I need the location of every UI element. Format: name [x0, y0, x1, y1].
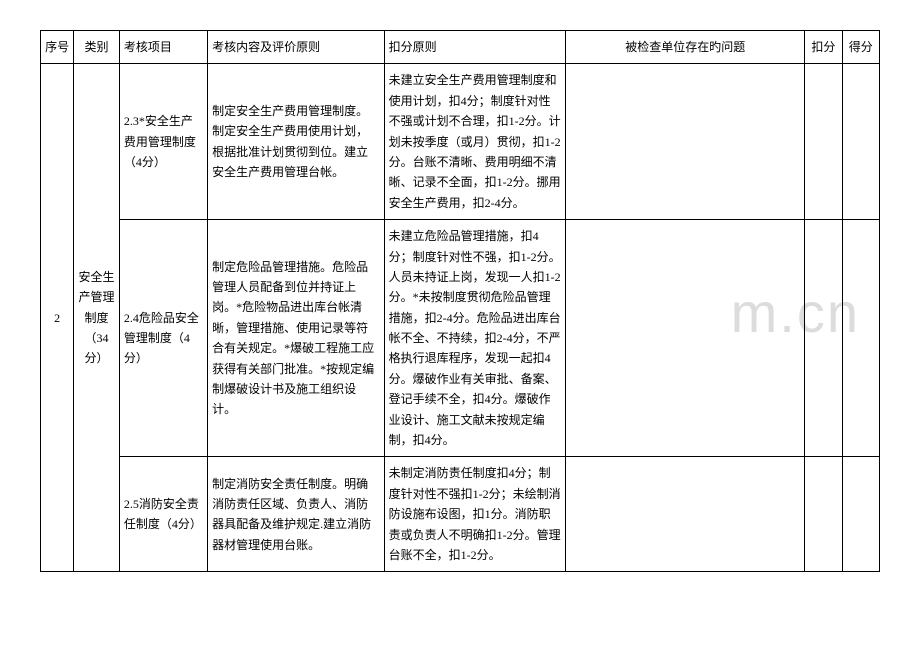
header-problem: 被检查单位存在旳问题	[566, 31, 805, 64]
cell-seq: 2	[41, 64, 74, 572]
cell-problem	[566, 64, 805, 220]
assessment-table: 序号 类别 考核项目 考核内容及评价原则 扣分原则 被检查单位存在旳问题 扣分 …	[40, 30, 880, 572]
table-row: 2 安全生产管理制度（34分） 2.3*安全生产费用管理制度（4分） 制定安全生…	[41, 64, 880, 220]
cell-project: 2.3*安全生产费用管理制度（4分）	[119, 64, 207, 220]
header-deduct-rule: 扣分原则	[384, 31, 566, 64]
cell-score	[842, 64, 879, 220]
table-row: 2.5消防安全责任制度（4分） 制定消防安全责任制度。明确消防责任区域、负责人、…	[41, 457, 880, 572]
header-deduct: 扣分	[805, 31, 842, 64]
cell-score	[842, 220, 879, 457]
table-header-row: 序号 类别 考核项目 考核内容及评价原则 扣分原则 被检查单位存在旳问题 扣分 …	[41, 31, 880, 64]
cell-project: 2.4危险品安全管理制度（4分）	[119, 220, 207, 457]
header-content: 考核内容及评价原则	[208, 31, 385, 64]
cell-problem	[566, 457, 805, 572]
cell-problem	[566, 220, 805, 457]
cell-deduct-rule: 未建立危险品管理措施，扣4分；制度针对性不强，扣1-2分。人员未持证上岗，发现一…	[384, 220, 566, 457]
cell-content: 制定安全生产费用管理制度。制定安全生产费用使用计划，根据批准计划贯彻到位。建立安…	[208, 64, 385, 220]
cell-content: 制定消防安全责任制度。明确消防责任区域、负责人、消防器具配备及维护规定.建立消防…	[208, 457, 385, 572]
header-score: 得分	[842, 31, 879, 64]
cell-deduct	[805, 220, 842, 457]
cell-content: 制定危险品管理措施。危险品管理人员配备到位并持证上岗。*危险物品进出库台帐清晰，…	[208, 220, 385, 457]
cell-deduct	[805, 64, 842, 220]
cell-score	[842, 457, 879, 572]
header-project: 考核项目	[119, 31, 207, 64]
header-category: 类别	[74, 31, 120, 64]
table-row: 2.4危险品安全管理制度（4分） 制定危险品管理措施。危险品管理人员配备到位并持…	[41, 220, 880, 457]
cell-deduct-rule: 未制定消防责任制度扣4分；制度针对性不强扣1-2分；未绘制消防设施布设图，扣1分…	[384, 457, 566, 572]
header-seq: 序号	[41, 31, 74, 64]
cell-deduct	[805, 457, 842, 572]
cell-category: 安全生产管理制度（34分）	[74, 64, 120, 572]
cell-deduct-rule: 未建立安全生产费用管理制度和使用计划，扣4分；制度针对性不强或计划不合理，扣1-…	[384, 64, 566, 220]
cell-project: 2.5消防安全责任制度（4分）	[119, 457, 207, 572]
